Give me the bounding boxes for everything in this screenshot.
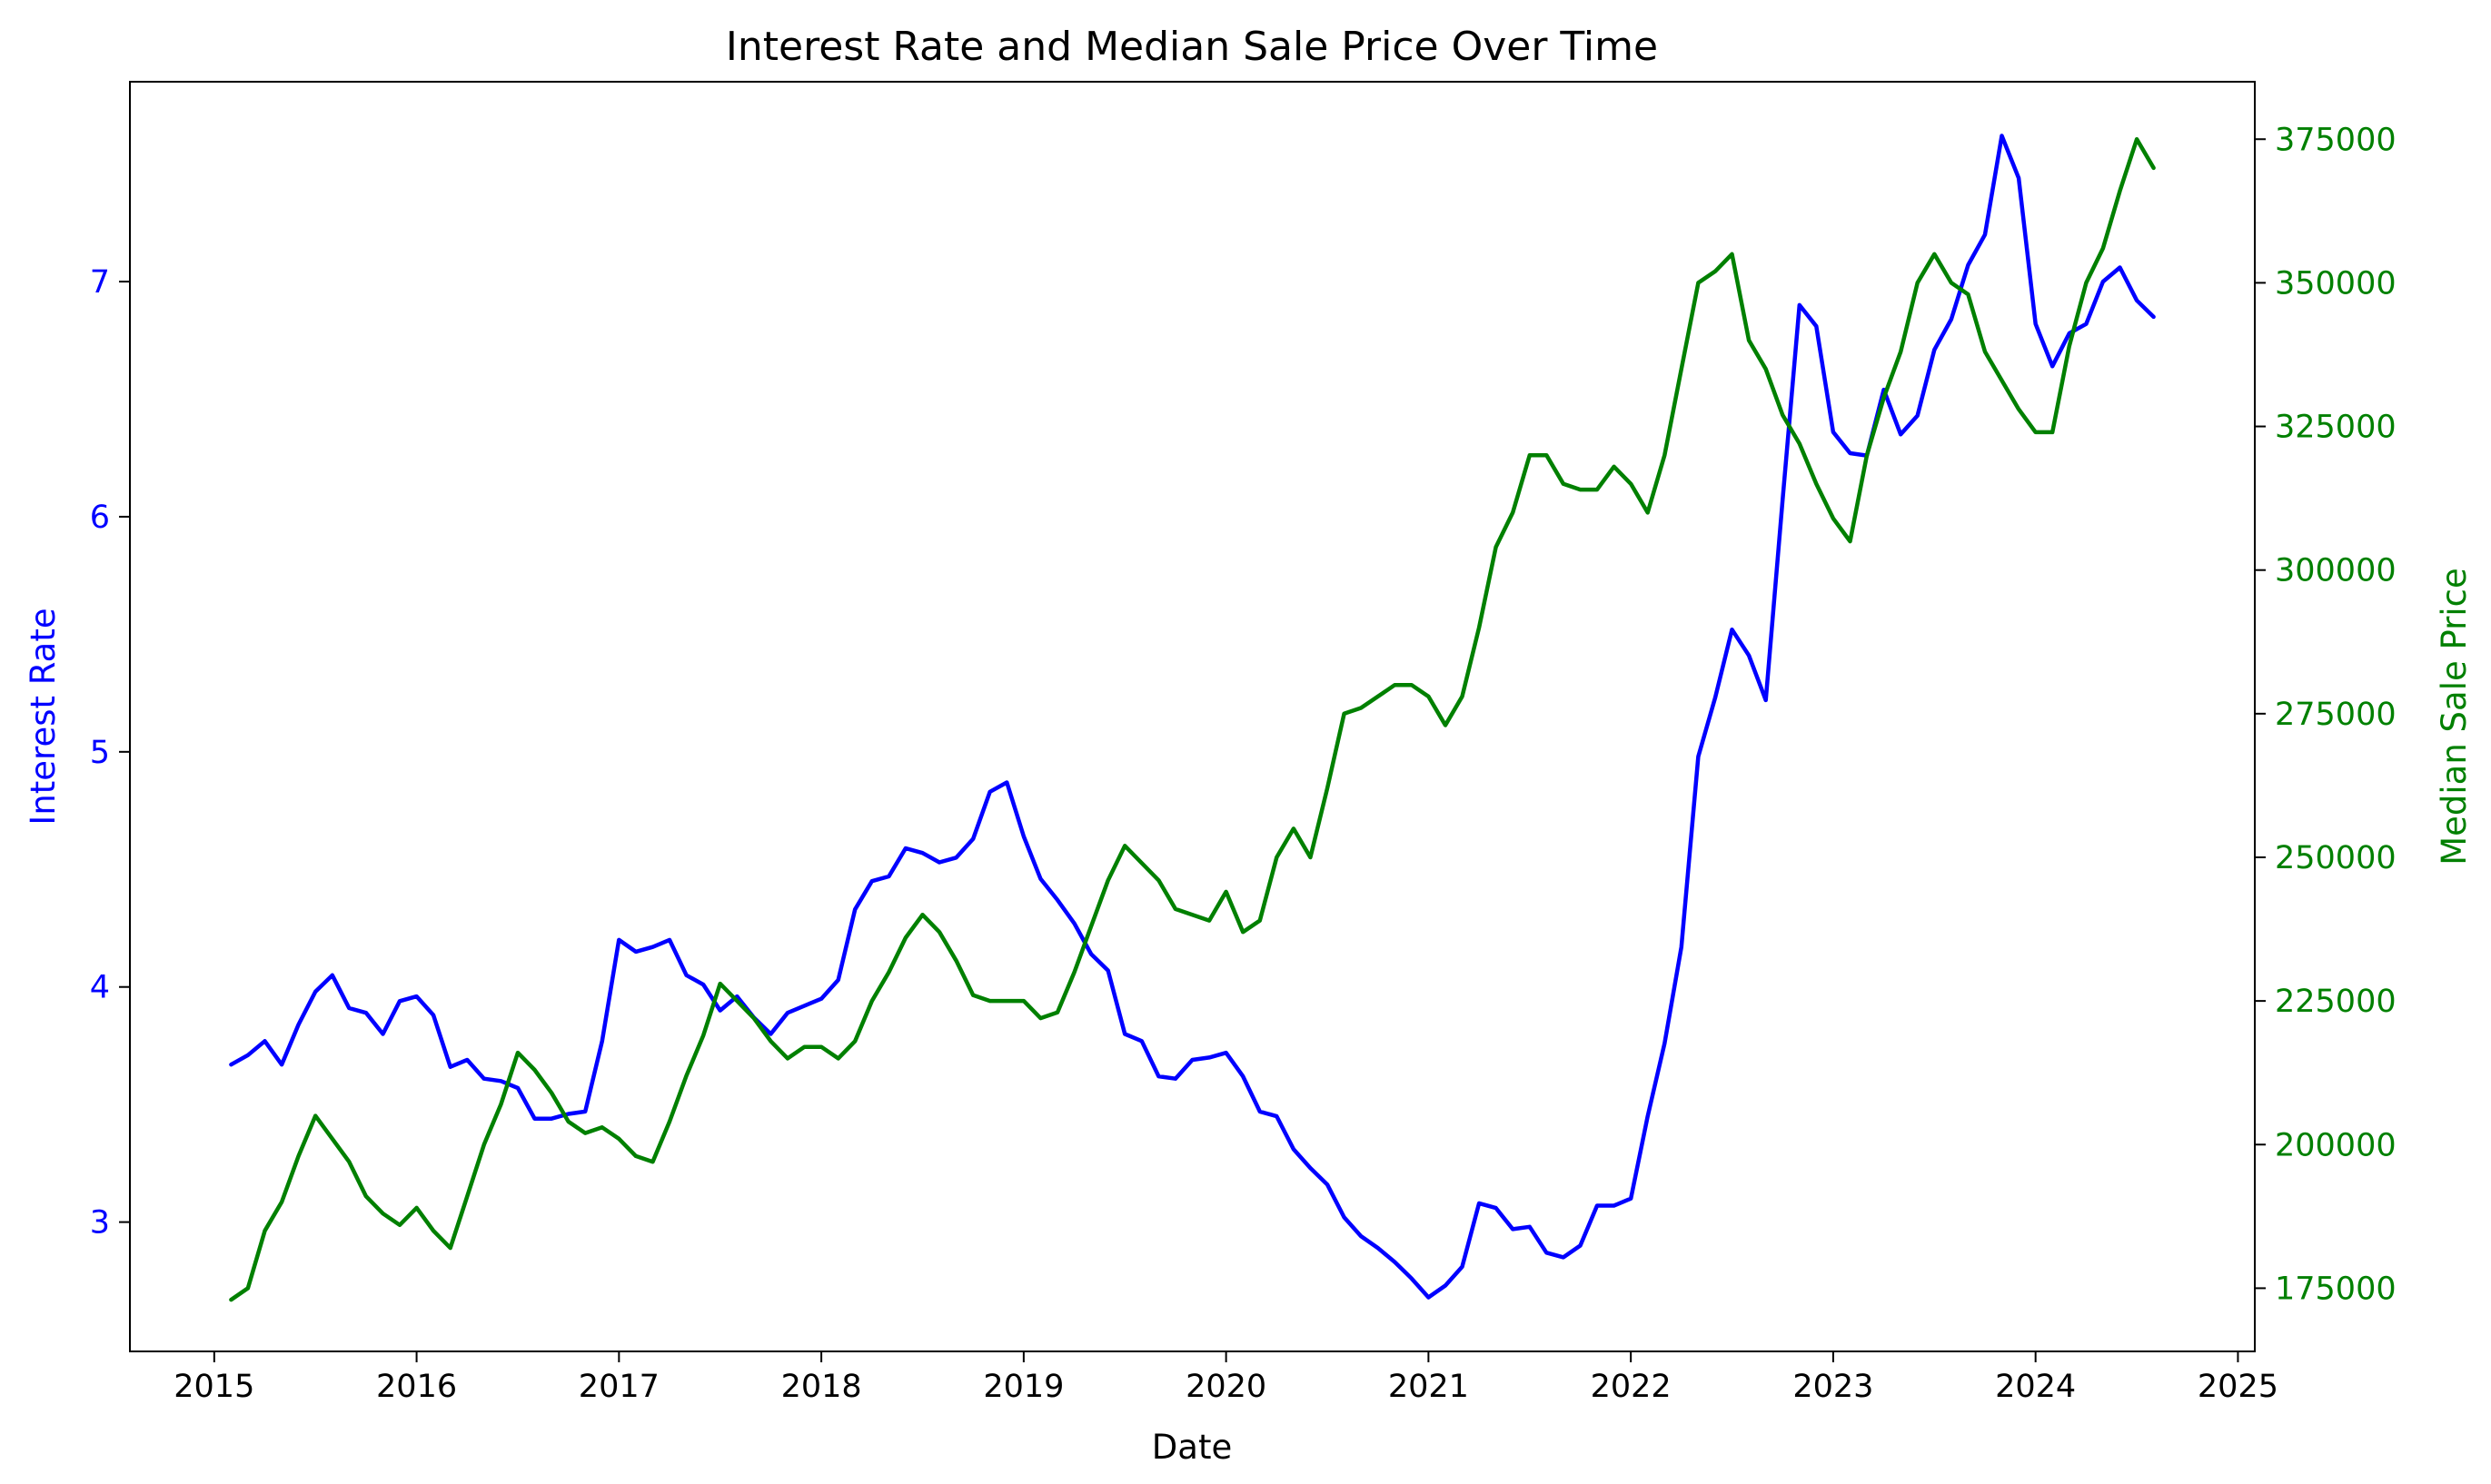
chart-title: Interest Rate and Median Sale Price Over… <box>726 24 1658 70</box>
x-tick-label: 2016 <box>376 1369 457 1405</box>
x-tick-label: 2018 <box>781 1369 862 1405</box>
median-sale-price-line <box>229 137 2156 1302</box>
y-left-tick-label: 5 <box>90 735 110 771</box>
y-left-tick-label: 4 <box>90 970 110 1006</box>
series-layer <box>229 134 2156 1302</box>
y-axis-left-title: Interest Rate <box>24 608 63 825</box>
x-tick-label: 2021 <box>1388 1369 1469 1405</box>
plot-area <box>129 81 2256 1352</box>
y-left-tick-label: 3 <box>90 1205 110 1242</box>
x-tick-label: 2023 <box>1792 1369 1873 1405</box>
y-right-tick-label: 275000 <box>2275 697 2397 733</box>
x-tick-label: 2015 <box>174 1369 254 1405</box>
y-left-tick-label: 6 <box>90 500 110 536</box>
x-axis-title: Date <box>1152 1428 1232 1467</box>
y-right-tick-label: 225000 <box>2275 984 2397 1020</box>
y-axis-right-title: Median Sale Price <box>2435 568 2474 866</box>
y-right-tick-label: 300000 <box>2275 553 2397 589</box>
x-tick-label: 2020 <box>1186 1369 1266 1405</box>
y-right-tick-label: 200000 <box>2275 1127 2397 1163</box>
x-tick-label: 2024 <box>1995 1369 2076 1405</box>
y-right-tick-label: 175000 <box>2275 1271 2397 1307</box>
interest-rate-line <box>229 134 2156 1300</box>
y-axis-left: 3 4 5 6 7 <box>90 264 130 1242</box>
y-right-tick-label: 325000 <box>2275 410 2397 446</box>
y-right-tick-label: 350000 <box>2275 265 2397 302</box>
y-right-tick-label: 375000 <box>2275 122 2397 158</box>
y-left-tick-label: 7 <box>90 264 110 301</box>
x-axis: 2015 2016 2017 2018 2019 2020 2021 2022 2023 2024… <box>174 1351 2278 1405</box>
x-tick-label: 2025 <box>2198 1369 2278 1405</box>
x-tick-label: 2022 <box>1591 1369 1672 1405</box>
y-right-tick-label: 250000 <box>2275 840 2397 876</box>
x-tick-label: 2019 <box>983 1369 1064 1405</box>
y-axis-right: 175000 200000 225000 250000 275000 300000 3250… <box>2255 122 2397 1307</box>
x-tick-label: 2017 <box>579 1369 660 1405</box>
